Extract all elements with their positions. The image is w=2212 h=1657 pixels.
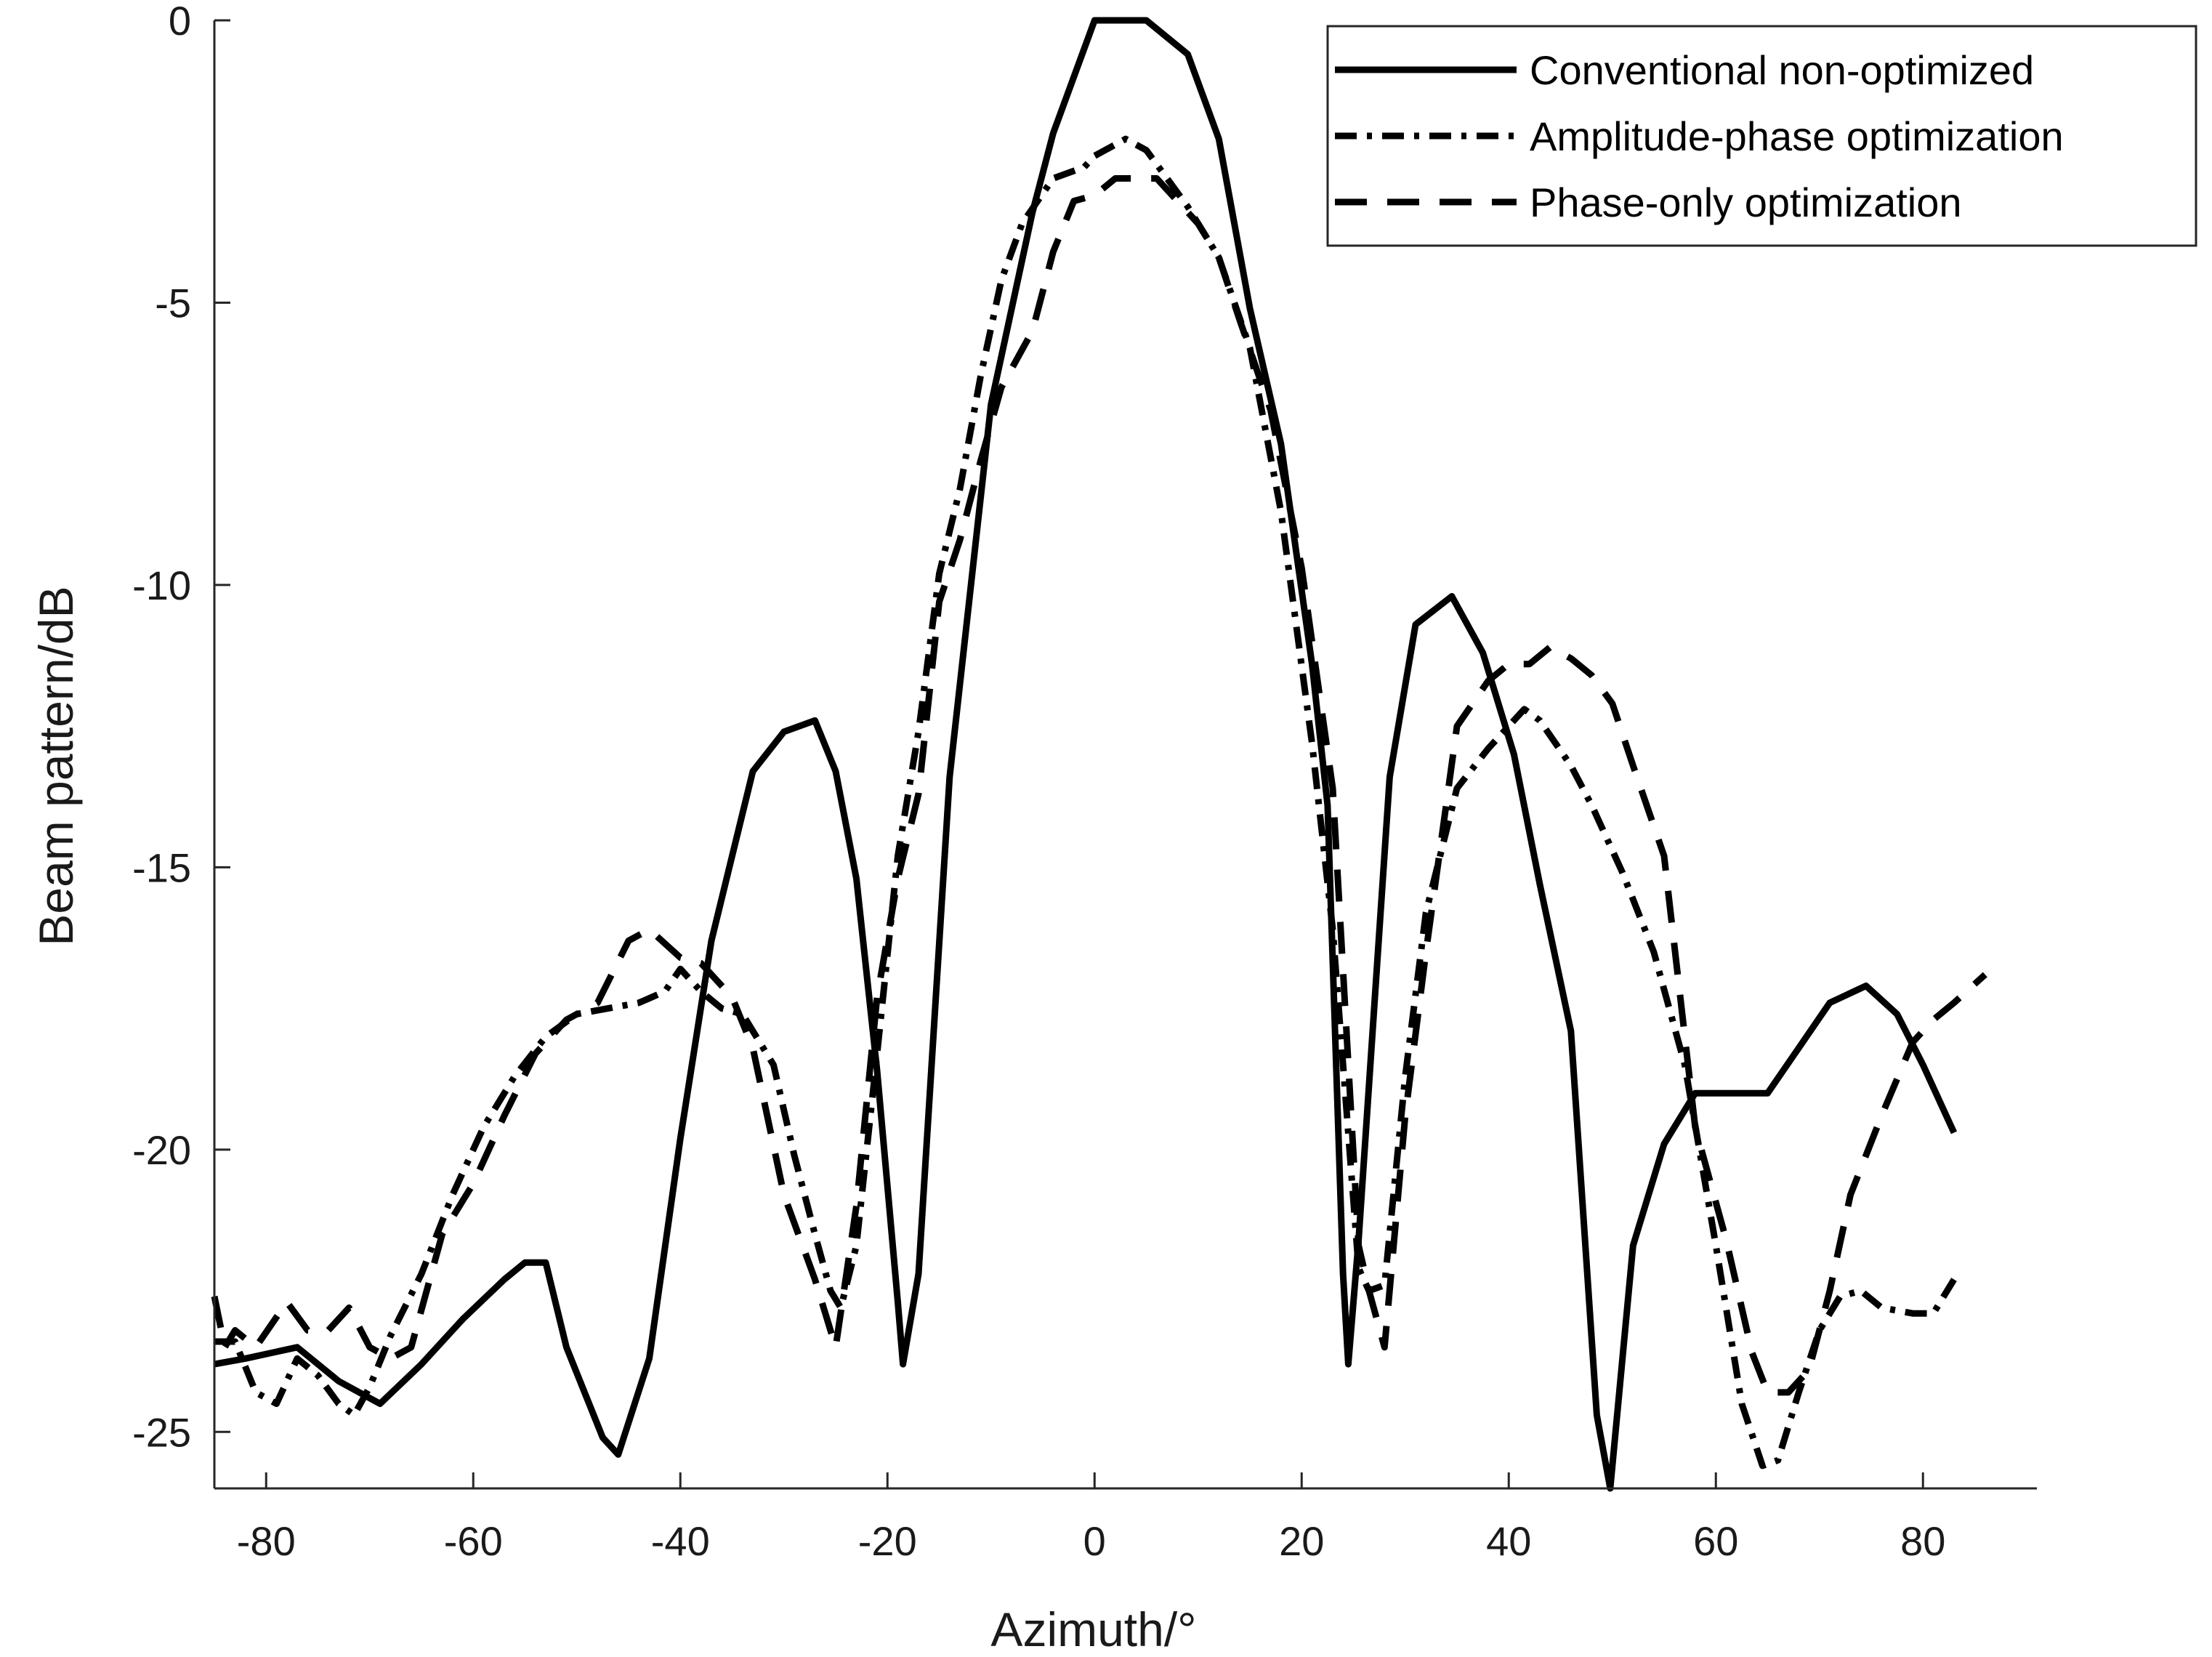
y-tick-label: -25 <box>132 1409 191 1455</box>
axes-layer: -80 -60 -40 -20 0 20 40 60 80 0 -5 -10 -15 -20 -25 <box>132 0 2037 1564</box>
legend-label-2: Amplitude-phase optimization <box>1530 113 2064 159</box>
x-tick-label: 0 <box>1083 1518 1106 1564</box>
legend-label-1: Conventional non-optimized <box>1530 47 2034 93</box>
legend: Conventional non-optimized Amplitude-phas… <box>1326 25 2197 247</box>
series-line-3 <box>211 175 1987 1396</box>
y-tick-label: -5 <box>155 280 191 326</box>
y-tick-label: 0 <box>169 0 191 44</box>
y-tick-label: -10 <box>132 563 191 608</box>
x-tick-label: -60 <box>444 1518 503 1564</box>
legend-label-3: Phase-only optimization <box>1530 180 1962 225</box>
x-axis-title: Azimuth/° <box>990 1602 1196 1656</box>
x-tick-label: 60 <box>1693 1518 1738 1564</box>
y-axis-title: Beam pattern/dB <box>29 586 83 946</box>
x-tick-label: 80 <box>1900 1518 1945 1564</box>
y-tick-label: -20 <box>132 1127 191 1173</box>
x-tick-label: -20 <box>858 1518 917 1564</box>
x-tick-label: 40 <box>1486 1518 1531 1564</box>
y-tick-label: -15 <box>132 844 191 890</box>
x-tick-label: -80 <box>237 1518 296 1564</box>
legend-box <box>1326 25 2197 247</box>
x-tick-label: 20 <box>1279 1518 1324 1564</box>
x-tick-label: -40 <box>651 1518 710 1564</box>
